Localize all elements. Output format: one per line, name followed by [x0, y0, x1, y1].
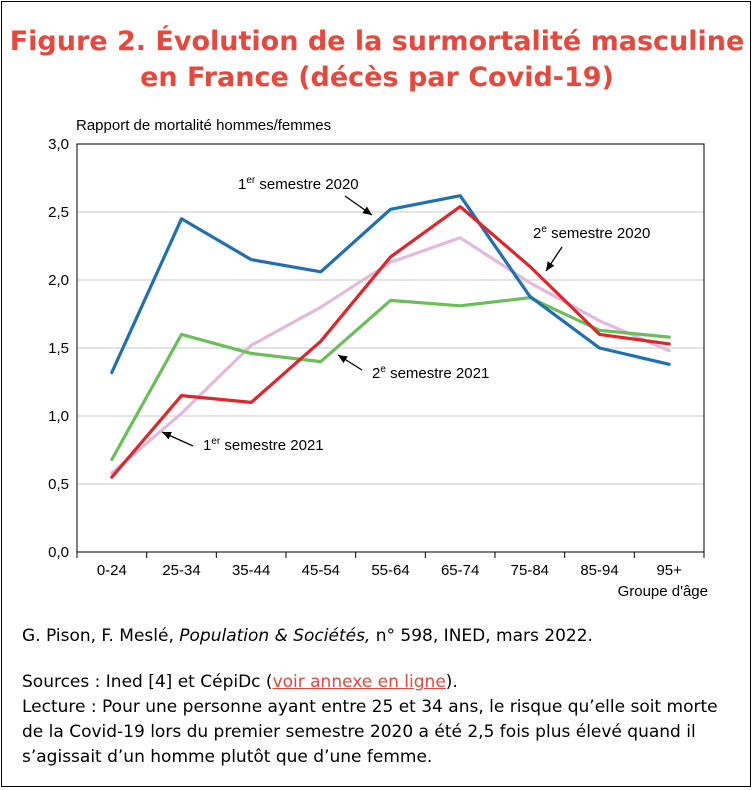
annex-link[interactable]: voir annexe en ligne	[272, 672, 446, 692]
line-chart: 0,0 0,5 1,0 1,5 2,0 2,5 3,0 0-24 25-34 35-44 45-54…	[48, 136, 708, 600]
series-line	[110, 296, 671, 462]
y-tick-label: 2,0	[48, 272, 69, 289]
x-axis-label: Groupe d'âge	[618, 583, 708, 600]
citation-journal: Population & Sociétés,	[179, 626, 371, 646]
x-tick-label: 0-24	[97, 562, 127, 579]
sources-text: Sources : Ined [4] et CépiDc (	[22, 672, 273, 692]
citation-authors: G. Pison, F. Meslé,	[22, 626, 180, 646]
series-line	[110, 194, 671, 375]
x-tick-label: 65-74	[441, 562, 479, 579]
y-tick-label: 2,5	[48, 204, 69, 221]
figure-title-line2: en France (décès par Covid-19)	[140, 62, 614, 93]
annotation-arrowhead	[362, 206, 372, 215]
x-tick-label: 45-54	[302, 562, 340, 579]
x-tick-label: 25-34	[162, 562, 200, 579]
sources-end: ).	[445, 672, 458, 692]
reading-note: Lecture : Pour une personne ayant entre …	[22, 697, 718, 767]
sources: Sources : Ined [4] et CépiDc (voir annex…	[22, 670, 458, 695]
y-axis-label: Rapport de mortalité hommes/femmes	[76, 117, 332, 134]
x-tick-label: 75-84	[511, 562, 549, 579]
y-tick-label: 1,0	[48, 408, 69, 425]
y-tick-label: 1,5	[48, 340, 69, 357]
series-annotation: 1er semestre 2020	[238, 175, 359, 193]
annotation-arrowhead	[162, 432, 172, 440]
y-tick-label: 0,0	[48, 544, 69, 561]
y-tick-label: 3,0	[48, 136, 69, 153]
x-tick-label: 95+	[656, 562, 682, 579]
series-line	[110, 236, 671, 475]
series-line	[110, 205, 671, 479]
x-tick-label: 55-64	[371, 562, 409, 579]
y-tick-label: 0,5	[48, 476, 69, 493]
annotation-arrowhead	[338, 355, 348, 364]
annotation-arrowhead	[546, 261, 555, 271]
x-tick-label: 35-44	[232, 562, 270, 579]
citation-details: n° 598, INED, mars 2022.	[370, 626, 593, 646]
x-tick-label: 85-94	[580, 562, 618, 579]
citation: G. Pison, F. Meslé, Population & Société…	[22, 624, 593, 649]
series-annotation: 2e semestre 2020	[533, 224, 650, 242]
figure-title-line1: Figure 2. Évolution de la surmortalité m…	[9, 26, 745, 57]
series-annotation: 1er semestre 2021	[203, 436, 324, 454]
series-annotation: 2e semestre 2021	[372, 364, 489, 382]
plot-border	[76, 143, 705, 553]
